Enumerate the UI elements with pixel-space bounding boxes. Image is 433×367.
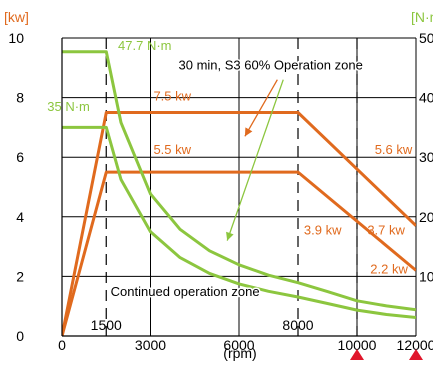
y2-tick-label: 30	[419, 149, 433, 165]
y-tick-label: 4	[16, 209, 24, 225]
max-speed-marker	[350, 349, 364, 360]
torque-curve-line	[62, 125, 416, 319]
y2-tick-label: 10	[419, 268, 433, 284]
zone-pointer-line	[226, 79, 284, 241]
y-tick-label: 2	[16, 268, 24, 284]
value-label: 3.9 kw	[304, 223, 342, 238]
zone-pointer-arrowhead	[226, 231, 234, 241]
max-speed-marker	[409, 349, 423, 360]
right-axis-label: [N·m]	[411, 9, 433, 25]
zone-pointer-line	[244, 79, 278, 137]
x-tick-label: 1500	[91, 317, 122, 333]
x-tick-label: 8000	[282, 317, 313, 333]
labels: 47.7 N·m 35 N·m 7.5 kw 5.5 kw 5.6 kw 3.9 kw 3.…	[47, 38, 413, 300]
x-tick-label: 12000	[397, 337, 433, 353]
grid	[62, 37, 417, 336]
y2-tick-label: 20	[419, 209, 433, 225]
zone-pointer-arrowhead	[244, 127, 253, 137]
y2-tick-label: 50	[419, 30, 433, 46]
value-label: 5.5 kw	[153, 142, 191, 157]
axes: 0 2 4 6 8 10 10 20 30 40 50 0 3000 6000 10000 12000 1500…	[8, 30, 433, 353]
zone-label: Continued operation zone	[111, 284, 260, 299]
zone-label: 30 min, S3 60% Operation zone	[179, 57, 363, 72]
value-label: 7.5 kw	[153, 89, 191, 104]
x-tick-label: 10000	[338, 337, 377, 353]
power-curve-line	[62, 111, 416, 336]
x-axis-label: (rpm)	[223, 345, 256, 361]
y-tick-label: 8	[16, 90, 24, 106]
markers	[350, 349, 423, 360]
value-label: 3.7 kw	[367, 223, 405, 238]
torque-curve-line	[62, 50, 416, 312]
left-axis-label: [kw]	[4, 9, 29, 25]
y2-tick-label: 40	[419, 90, 433, 106]
series-group	[62, 50, 416, 336]
x-tick-label: 6000	[223, 337, 254, 353]
x-tick-label: 3000	[135, 337, 166, 353]
value-label: 5.6 kw	[375, 142, 413, 157]
power-curve-line	[62, 170, 416, 336]
value-label: 47.7 N·m	[118, 38, 171, 53]
y-tick-label: 0	[16, 328, 24, 344]
y-tick-label: 6	[16, 149, 24, 165]
value-label: 2.2 kw	[370, 261, 408, 276]
x-tick-label: 0	[58, 337, 66, 353]
y-tick-label: 10	[8, 30, 24, 46]
value-label: 35 N·m	[47, 99, 90, 114]
